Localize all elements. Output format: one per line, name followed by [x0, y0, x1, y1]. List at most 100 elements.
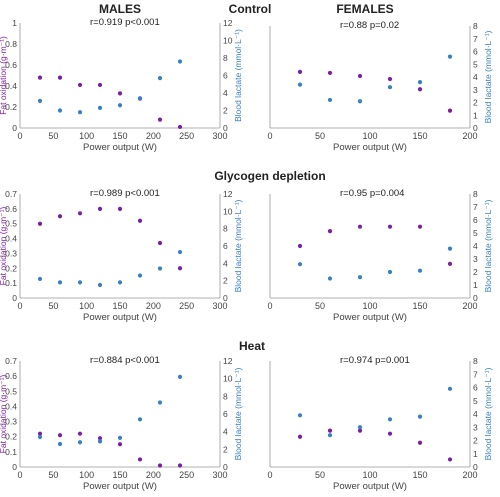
lactate-point: [97, 105, 103, 110]
fat-oxidation-point: [157, 463, 163, 468]
lactate-point: [387, 417, 393, 422]
lactate-point: [447, 246, 453, 251]
x-tick-label: 300: [212, 470, 227, 480]
lactate-point: [157, 266, 163, 271]
fat-oxidation-point: [297, 243, 303, 249]
y-right-tick-label: 2: [223, 106, 228, 116]
lactate-point: [117, 103, 123, 108]
y-left-tick-label: 0.4: [5, 401, 17, 411]
y-left-tick-label: 0.2: [5, 102, 17, 112]
x-tick-label: 200: [462, 470, 477, 480]
fat-oxidation-point: [77, 211, 83, 216]
x-axis-label: Power output (W): [83, 142, 157, 153]
x-tick-label: 50: [48, 131, 58, 141]
y-right-tick-label: 6: [223, 71, 228, 81]
lactate-point: [137, 417, 143, 422]
fat-oxidation-point: [387, 224, 393, 229]
y-axis-right-label: Blood lactate (mmol·L⁻¹): [483, 367, 493, 460]
y-right-tick-label: 8: [223, 53, 228, 63]
y-left-tick-label: 0.6: [5, 60, 17, 70]
lactate-point: [297, 262, 303, 267]
y-right-tick-label: 4: [473, 409, 478, 419]
x-tick-label: 0: [267, 301, 272, 311]
y-axis-left-label: Fat oxidation (g·m⁻¹): [0, 375, 8, 454]
x-tick-label: 250: [179, 301, 194, 311]
lactate-point: [97, 439, 103, 444]
stat-annotation: r=0.95 p=0.004: [340, 188, 404, 199]
fat-oxidation-point: [327, 229, 333, 234]
lactate-point: [37, 98, 43, 103]
lactate-point: [137, 273, 143, 278]
y-right-tick-label: 3: [473, 254, 478, 264]
lactate-point: [157, 400, 163, 405]
fat-oxidation-point: [417, 224, 423, 229]
fat-oxidation-point: [57, 75, 63, 80]
x-tick-label: 150: [412, 470, 427, 480]
lactate-point: [417, 80, 423, 85]
fat-oxidation-point: [357, 224, 363, 229]
x-tick-label: 0: [267, 470, 272, 480]
y-right-tick-label: 2: [473, 98, 478, 108]
fat-oxidation-point: [297, 434, 303, 439]
y-left-tick-label: 0.6: [5, 371, 17, 381]
fat-oxidation-point: [97, 82, 103, 88]
y-left-tick-label: 0: [12, 293, 17, 303]
y-left-tick-label: 0.3: [5, 417, 17, 427]
y-right-tick-label: 6: [223, 409, 228, 419]
fat-oxidation-point: [137, 457, 143, 462]
fat-oxidation-point: [117, 206, 123, 211]
x-tick-label: 200: [146, 301, 161, 311]
y-right-tick-label: 4: [473, 241, 478, 251]
y-right-tick-label: 2: [223, 444, 228, 454]
y-right-tick-label: 8: [473, 356, 478, 366]
x-tick-label: 300: [212, 131, 227, 141]
y-left-tick-label: 0.4: [5, 234, 17, 244]
fat-oxidation-point: [117, 442, 123, 447]
lactate-point: [37, 276, 43, 282]
y-left-tick-label: 0: [12, 462, 17, 472]
y-right-tick-label: 12: [223, 189, 233, 199]
y-right-tick-label: 1: [473, 280, 478, 290]
lactate-point: [417, 268, 423, 273]
heading-heat: Heat: [239, 339, 265, 353]
fat-oxidation-point: [77, 82, 83, 88]
y-right-tick-label: 4: [223, 427, 228, 437]
y-right-tick-label: 12: [223, 18, 233, 28]
y-left-tick-label: 0.7: [5, 189, 17, 199]
fat-oxidation-point: [57, 214, 63, 219]
fat-oxidation-point: [177, 266, 183, 271]
y-axis-right-label: Blood lactate (mmol·L⁻¹): [233, 199, 243, 292]
x-tick-label: 200: [146, 470, 161, 480]
y-left-tick-label: 0.2: [5, 263, 17, 273]
lactate-point: [77, 280, 83, 285]
x-tick-label: 100: [362, 470, 377, 480]
lactate-point: [447, 54, 453, 59]
lactate-point: [137, 96, 143, 101]
y-right-tick-label: 8: [473, 189, 478, 199]
stat-annotation: r=0.919 p<0.001: [90, 17, 160, 28]
lactate-point: [57, 108, 63, 113]
y-left-tick-label: 0.1: [5, 278, 17, 288]
y-right-tick-label: 5: [473, 396, 478, 406]
x-tick-label: 0: [17, 470, 22, 480]
heading-glycogen: Glycogen depletion: [214, 169, 325, 183]
y-right-tick-label: 10: [223, 374, 233, 384]
x-axis-label: Power output (W): [333, 312, 407, 323]
x-tick-label: 100: [362, 131, 377, 141]
x-axis-label: Power output (W): [83, 481, 157, 492]
chart-panel-heat-females: 0 50 100 150 200 Power output (W) 0 1 2 3 4 5 6 7 8 Blo…: [267, 355, 493, 492]
x-tick-label: 100: [362, 301, 377, 311]
x-tick-label: 200: [462, 301, 477, 311]
y-right-tick-label: 5: [473, 59, 478, 69]
y-left-tick-label: 0.7: [5, 356, 17, 366]
lactate-point: [57, 280, 63, 285]
x-tick-label: 250: [179, 470, 194, 480]
lactate-point: [157, 76, 163, 81]
x-tick-label: 150: [412, 301, 427, 311]
x-tick-label: 150: [112, 470, 127, 480]
fat-oxidation-point: [37, 221, 43, 226]
x-tick-label: 100: [79, 301, 94, 311]
